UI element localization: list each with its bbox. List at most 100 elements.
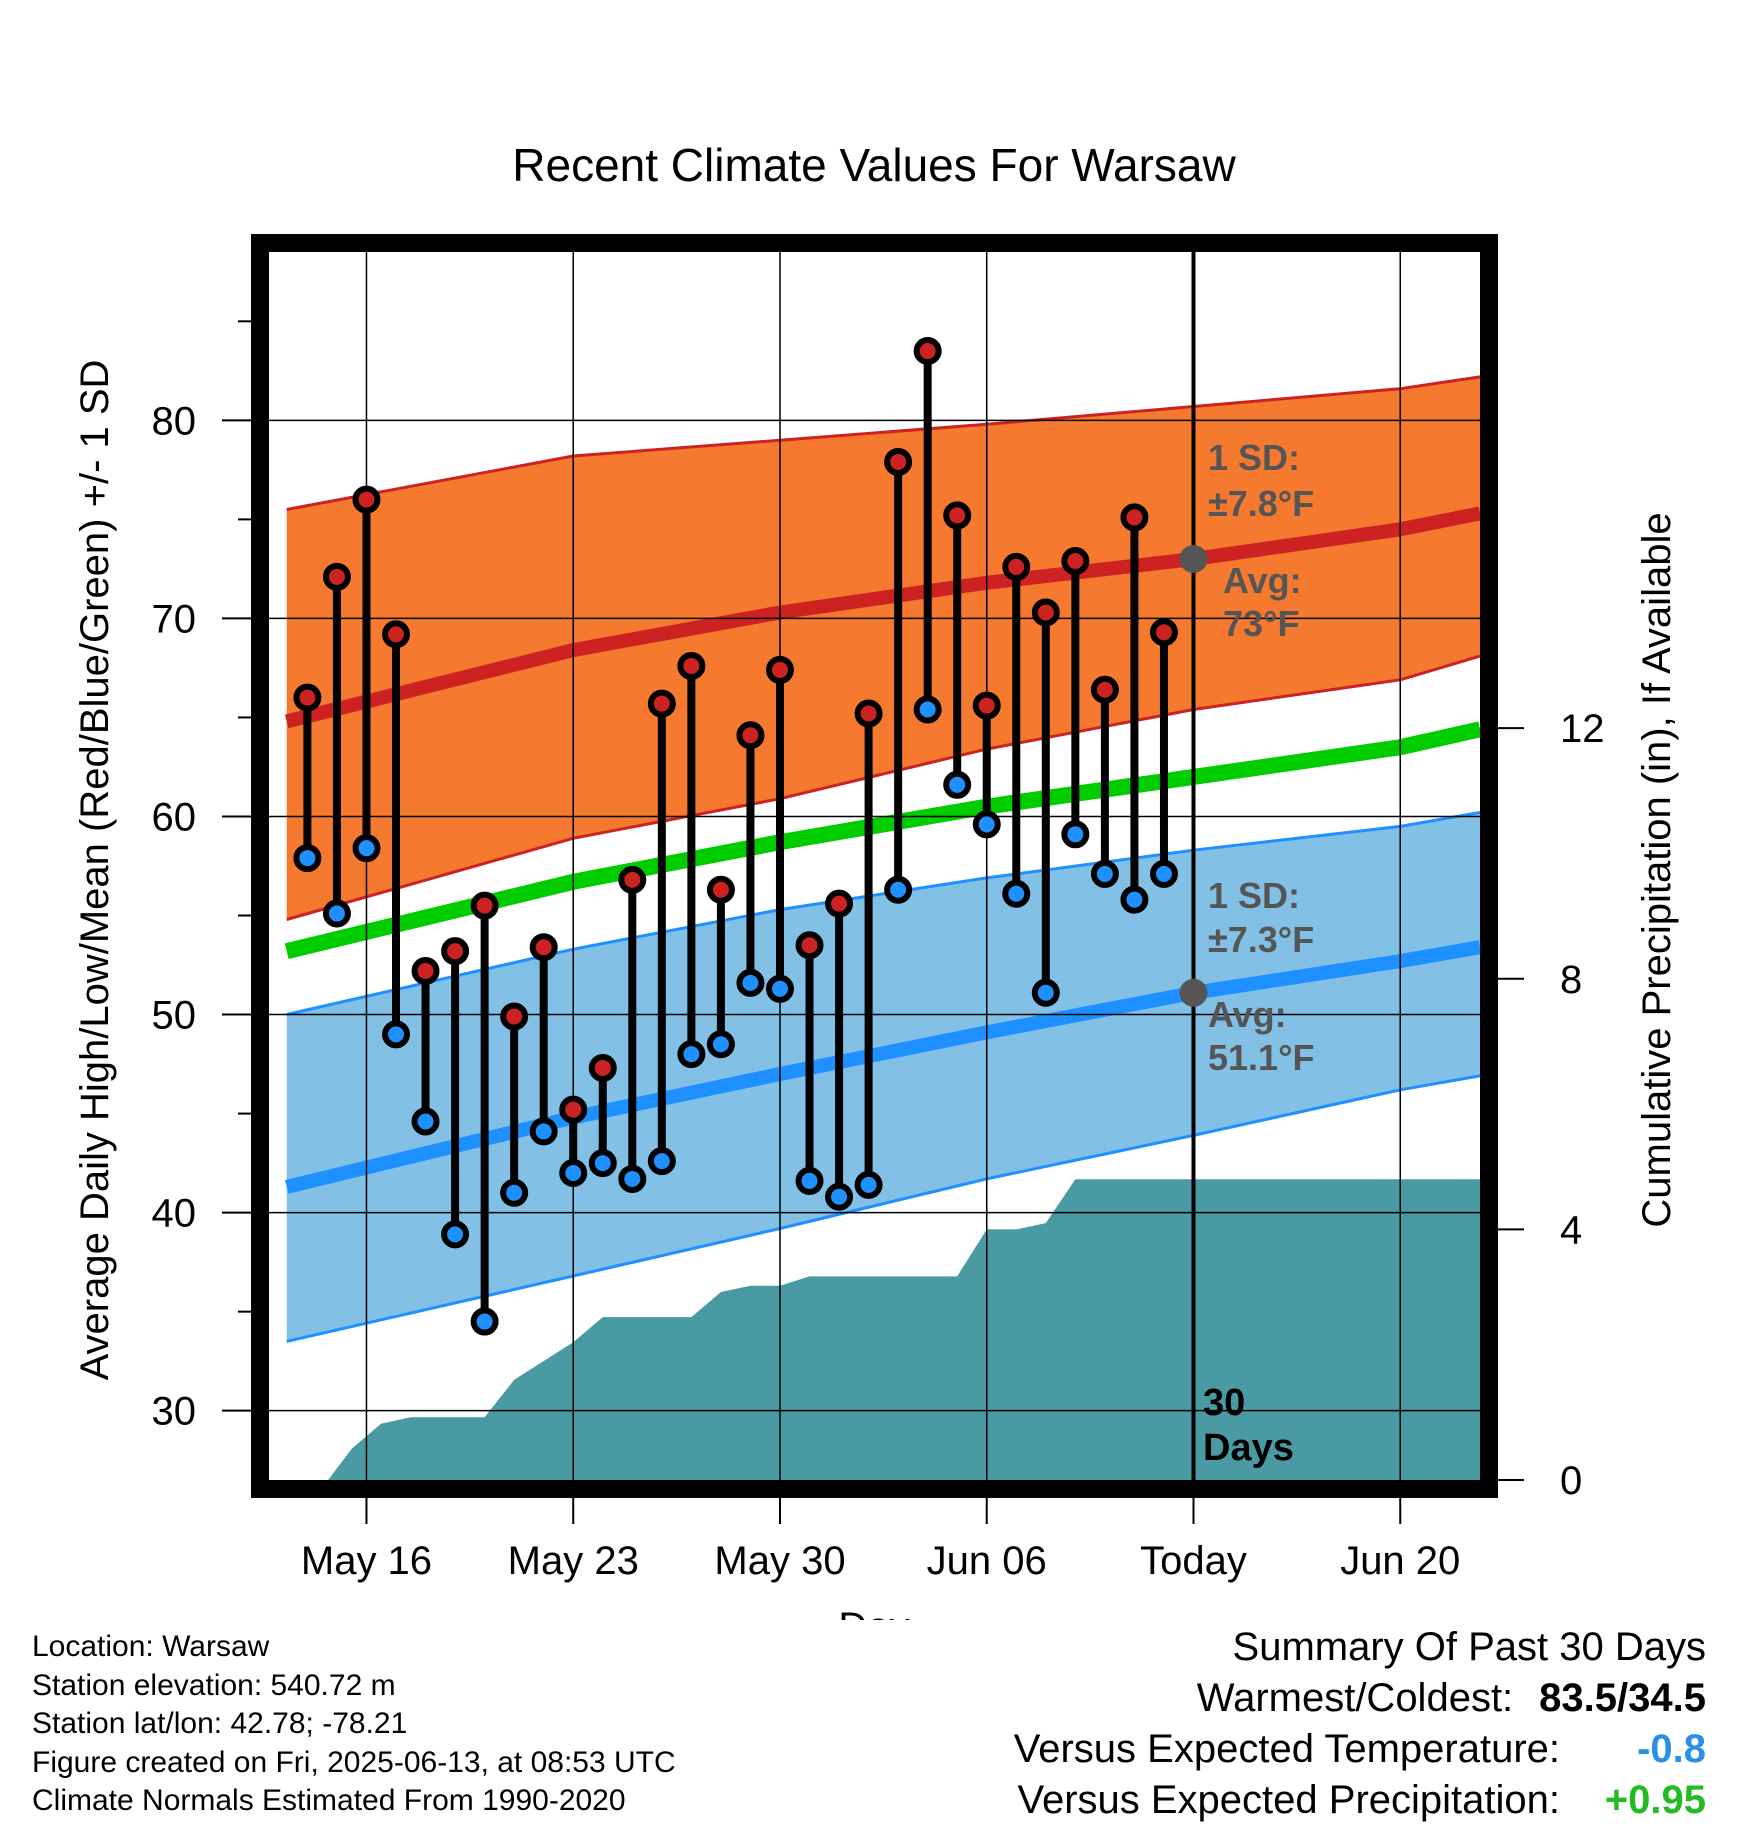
x-tick-label: May 30 [714, 1539, 845, 1583]
y2-tick-label: 0 [1560, 1459, 1582, 1503]
y-tick-label: 80 [152, 399, 197, 443]
high-temp-point [352, 485, 381, 514]
high-temp-point [500, 1002, 529, 1031]
summary-panel: Summary Of Past 30 Days Warmest/Coldest:… [1014, 1622, 1706, 1826]
low-temp-point [854, 1170, 883, 1199]
high-temp-point [322, 562, 351, 591]
low-temp-point [411, 1107, 440, 1136]
high-temp-point [913, 337, 942, 366]
x-tick-label: Jun 06 [927, 1539, 1047, 1583]
today-marker-label-unit: Days [1203, 1427, 1294, 1469]
low-temp-point [677, 1040, 706, 1069]
high-temp-point [1090, 675, 1119, 704]
high-temp-point [677, 651, 706, 680]
y2-tick-label: 4 [1560, 1208, 1582, 1252]
created-text: Figure created on Fri, 2025-06-13, at 08… [32, 1745, 676, 1779]
high-sd-label: 1 SD: [1208, 437, 1300, 478]
low-temp-point [1120, 885, 1149, 914]
high-sd-value: ±7.8°F [1208, 483, 1314, 524]
low-temp-point [1002, 879, 1031, 908]
low-temp-point [559, 1159, 588, 1187]
high-temp-point [411, 956, 440, 985]
high-temp-point [736, 721, 765, 750]
y-tick-label: 40 [152, 1192, 197, 1236]
summary-precip: Versus Expected Precipitation: +0.95 [1014, 1775, 1706, 1826]
y2-tick-label: 12 [1560, 707, 1605, 751]
high-temp-point [559, 1095, 588, 1124]
high-temp-point [706, 875, 735, 904]
low-temp-point [1149, 859, 1178, 888]
high-avg-value: 73°F [1223, 603, 1299, 644]
y-tick-label: 50 [152, 994, 197, 1038]
high-avg-marker [1179, 545, 1208, 573]
warm-cold-value: 83.5/34.5 [1539, 1676, 1706, 1720]
plot-frame [251, 234, 1498, 1498]
high-temp-point [884, 447, 913, 476]
low-sd-value: ±7.3°F [1208, 919, 1314, 960]
high-temp-point [441, 937, 470, 966]
summary-title: Summary Of Past 30 Days [1232, 1625, 1706, 1669]
summary-warm-cold: Warmest/Coldest: 83.5/34.5 [1014, 1673, 1706, 1724]
x-tick-label-today: Today [1140, 1539, 1247, 1583]
y2-tick-label: 8 [1560, 958, 1582, 1002]
low-sd-label: 1 SD: [1208, 875, 1300, 916]
x-tick-label: Jun 20 [1340, 1539, 1460, 1583]
low-temp-point [352, 834, 381, 863]
low-temp-point [1061, 820, 1090, 849]
y2-axis-label: Cumulative Precipitation (in), If Availa… [1635, 512, 1679, 1227]
high-temp-point [1031, 598, 1060, 627]
today-marker-label-number: 30 [1203, 1382, 1245, 1424]
high-temp-point [470, 891, 499, 920]
low-temp-point [647, 1147, 676, 1176]
low-temp-point [795, 1166, 824, 1195]
low-temp-point [943, 770, 972, 799]
low-temp-point [1090, 859, 1119, 888]
high-temp-point [1061, 546, 1090, 575]
low-temp-point [972, 810, 1001, 839]
y-tick-label: 60 [152, 795, 197, 839]
y-tick-label: 30 [152, 1390, 197, 1434]
low-temp-point [382, 1020, 411, 1049]
elevation-text: Station elevation: 540.72 m [32, 1668, 396, 1702]
high-temp-point [825, 889, 854, 918]
high-temp-point [647, 689, 676, 718]
x-axis-label: Day [838, 1605, 909, 1620]
high-temp-point [293, 683, 322, 712]
high-temp-point [618, 865, 647, 894]
high-temp-point [1120, 503, 1149, 532]
high-temp-point [588, 1054, 617, 1083]
high-sd-band [286, 376, 1480, 920]
high-temp-point [765, 655, 794, 684]
low-temp-point [913, 695, 942, 724]
low-avg-marker [1179, 978, 1208, 1007]
x-tick-label: May 16 [301, 1539, 432, 1583]
x-tick-label: May 23 [508, 1539, 639, 1583]
warm-cold-label: Warmest/Coldest: [1196, 1676, 1514, 1720]
low-temp-point [706, 1030, 735, 1059]
low-avg-label: Avg: [1208, 994, 1287, 1035]
normals-text: Climate Normals Estimated From 1990-2020 [32, 1784, 626, 1817]
low-sd-band [286, 812, 1480, 1342]
high-temp-point [795, 931, 824, 960]
y-axis-label: Average Daily High/Low/Mean (Red/Blue/Gr… [73, 360, 117, 1381]
low-temp-point [765, 974, 794, 1003]
latlon-text: Station lat/lon: 42.78; -78.21 [32, 1707, 408, 1740]
precipitation-area [286, 1179, 1480, 1480]
temp-value: -0.8 [1637, 1727, 1706, 1771]
high-temp-point [382, 620, 411, 649]
high-temp-point [943, 501, 972, 530]
y-tick-label: 70 [152, 597, 197, 641]
low-temp-point [825, 1182, 854, 1211]
temp-label: Versus Expected Temperature: [1013, 1727, 1560, 1771]
high-temp-point [854, 699, 883, 728]
low-temp-point [736, 968, 765, 997]
low-temp-point [1031, 978, 1060, 1007]
low-temp-point [884, 875, 913, 904]
high-temp-point [529, 933, 558, 962]
high-avg-label: Avg: [1223, 560, 1302, 601]
location-text: Location: Warsaw [32, 1630, 270, 1663]
low-temp-point [618, 1164, 647, 1193]
chart-title: Recent Climate Values For Warsaw [512, 139, 1236, 191]
station-info: Location: Warsaw Station elevation: 540.… [32, 1628, 676, 1821]
high-temp-point [1002, 552, 1031, 581]
